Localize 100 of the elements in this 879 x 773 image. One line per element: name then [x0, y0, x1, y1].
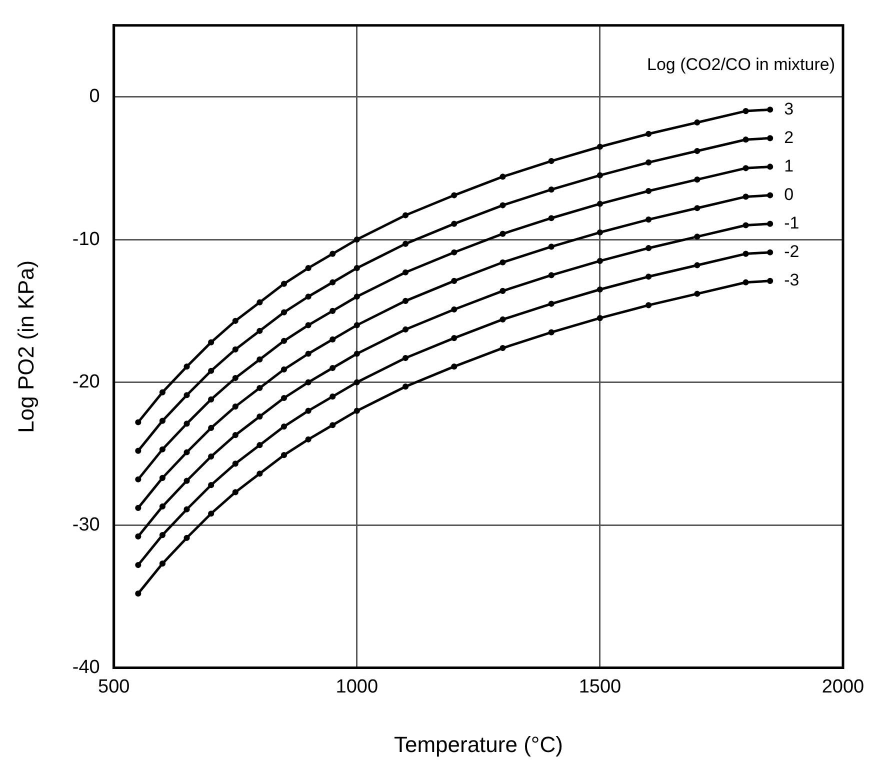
point: [742, 136, 749, 143]
point: [232, 432, 238, 438]
point: [451, 278, 458, 284]
point: [548, 215, 554, 222]
point: [694, 119, 700, 126]
point: [694, 148, 700, 154]
point: [767, 164, 774, 170]
point: [232, 346, 238, 353]
point: [232, 460, 238, 467]
point: [354, 379, 360, 386]
point: [135, 504, 142, 511]
point: [742, 194, 749, 200]
point: [596, 172, 604, 178]
point: [184, 392, 190, 398]
point: [280, 338, 288, 344]
point: [742, 108, 749, 114]
point: [646, 274, 652, 280]
point: [548, 300, 554, 307]
point: [354, 265, 360, 272]
point: [305, 436, 312, 442]
point: [184, 506, 190, 512]
y-tick-label: -10: [72, 228, 100, 250]
point: [596, 258, 604, 264]
point: [135, 476, 142, 482]
y-tick-label: -40: [72, 657, 100, 678]
point: [402, 298, 409, 304]
point: [280, 423, 288, 430]
point: [256, 328, 263, 334]
x-tick-label: 500: [98, 676, 130, 698]
point: [208, 339, 214, 346]
point: [184, 534, 190, 541]
point: [159, 418, 166, 424]
point: [135, 419, 142, 426]
point: [500, 174, 506, 180]
point: [742, 279, 749, 286]
series-label: -2: [784, 242, 800, 262]
point: [500, 202, 506, 208]
point: [646, 216, 652, 223]
point: [596, 286, 604, 293]
point: [451, 220, 458, 227]
point: [256, 470, 263, 477]
point: [402, 240, 409, 247]
point: [402, 354, 409, 362]
point: [646, 188, 652, 194]
point: [208, 396, 214, 402]
point: [354, 236, 360, 243]
x-tick-label: 2000: [822, 676, 864, 698]
point: [256, 442, 263, 448]
point: [548, 158, 554, 164]
point: [305, 265, 312, 272]
point: [451, 249, 458, 256]
point: [232, 489, 238, 496]
point: [305, 379, 312, 386]
point: [135, 448, 142, 454]
point: [354, 294, 360, 300]
point: [208, 424, 214, 432]
y-tick-label: -20: [72, 372, 100, 393]
x-axis-title: Temperature (°C): [394, 732, 563, 757]
series-label: -1: [784, 214, 800, 233]
point: [742, 222, 749, 228]
point: [305, 294, 312, 300]
point: [208, 453, 214, 460]
point: [694, 176, 700, 183]
point: [135, 562, 142, 568]
point: [208, 482, 214, 488]
point: [742, 250, 749, 257]
point: [280, 366, 288, 372]
point: [402, 269, 409, 276]
point: [330, 250, 336, 257]
point: [596, 315, 604, 322]
series-label: 2: [784, 128, 794, 147]
point: [280, 280, 288, 287]
point: [500, 288, 506, 294]
series-label: 3: [784, 99, 794, 118]
legend-title: Log (CO2/CO in mixture): [647, 55, 835, 74]
point: [548, 244, 554, 250]
point: [159, 503, 166, 510]
y-tick-label: -30: [72, 514, 100, 536]
point: [305, 322, 312, 328]
point: [451, 334, 458, 342]
point: [159, 532, 166, 538]
point: [159, 446, 166, 452]
point: [548, 186, 554, 193]
point: [767, 278, 774, 284]
point: [330, 336, 336, 343]
point: [402, 326, 409, 333]
point: [767, 192, 774, 198]
point: [500, 316, 506, 323]
point: [767, 106, 774, 113]
point: [767, 135, 774, 142]
series-label: 0: [784, 184, 794, 204]
point: [330, 422, 336, 428]
point: [330, 394, 336, 400]
point: [184, 478, 190, 484]
point: [330, 279, 336, 286]
point: [646, 159, 652, 166]
point: [135, 590, 142, 597]
point: [184, 449, 190, 456]
point: [646, 245, 652, 252]
series-label: 1: [784, 156, 794, 176]
